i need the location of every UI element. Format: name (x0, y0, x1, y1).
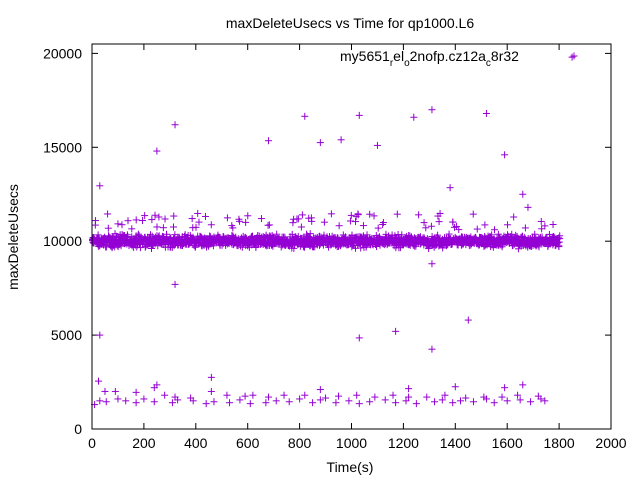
x-tick-label: 1600 (492, 435, 523, 451)
axis-ticks: 0 200 400 600 800 1000 1200 1400 1600 1800 2000050… (43, 44, 627, 451)
y-tick-label: 5000 (51, 327, 82, 343)
data-point (146, 231, 154, 239)
data-point (352, 218, 360, 226)
data-point (494, 230, 502, 238)
data-point (188, 215, 196, 223)
chart-title: maxDeleteUsecs vs Time for qp1000.L6 (226, 15, 474, 31)
data-point (91, 217, 99, 225)
data-point (415, 211, 423, 219)
data-point (290, 244, 298, 252)
x-axis-title: Time(s) (327, 459, 374, 475)
x-tick-label: 0 (88, 435, 96, 451)
data-point (161, 215, 169, 223)
data-point (194, 209, 202, 217)
data-point (422, 224, 430, 232)
data-point (327, 210, 335, 218)
data-point (346, 217, 354, 225)
data-point (94, 231, 102, 239)
data-point (439, 244, 447, 252)
data-point (359, 222, 367, 230)
data-point (207, 221, 215, 229)
y-axis-title: maxDeleteUsecs (5, 184, 21, 290)
data-point (398, 231, 406, 239)
data-point (201, 212, 209, 220)
x-tick-label: 800 (288, 435, 312, 451)
data-point (155, 232, 163, 240)
data-point (132, 216, 140, 224)
data-point (242, 218, 250, 226)
data-point (244, 212, 252, 220)
data-point (379, 219, 387, 227)
data-point (504, 221, 512, 229)
data-point (436, 209, 444, 217)
data-point (420, 219, 428, 227)
data-point (473, 225, 481, 233)
data-point (257, 215, 265, 223)
data-point (124, 217, 132, 225)
y-tick-label: 10000 (43, 233, 82, 249)
x-tick-label: 1000 (336, 435, 367, 451)
data-point (455, 226, 463, 234)
data-point (297, 223, 305, 231)
x-tick-label: 2000 (595, 435, 626, 451)
data-point (151, 211, 159, 219)
data-point (148, 216, 156, 224)
data-point (320, 218, 328, 226)
data-point (294, 215, 302, 223)
data-point (427, 222, 435, 230)
data-point (141, 212, 149, 220)
y-tick-label: 0 (74, 421, 82, 437)
data-point (192, 223, 200, 231)
data-point (147, 245, 155, 253)
data-point (236, 217, 244, 225)
data-point (347, 211, 355, 219)
data-point (393, 210, 401, 218)
data-point (135, 231, 143, 239)
data-point (374, 224, 382, 232)
data-point (104, 224, 112, 232)
data-point (159, 224, 167, 232)
data-point (435, 218, 443, 226)
data-point (362, 243, 370, 251)
data-point (289, 219, 297, 227)
data-point (168, 243, 176, 251)
data-point (170, 212, 178, 220)
data-point (273, 230, 281, 238)
data-point (366, 210, 374, 218)
data-point (118, 221, 126, 229)
data-point (308, 217, 316, 225)
y-tick-label: 15000 (43, 139, 82, 155)
data-point (153, 223, 161, 231)
data-point (298, 211, 306, 219)
x-tick-label: 1800 (544, 435, 575, 451)
data-point (238, 243, 246, 251)
y-tick-label: 20000 (43, 45, 82, 61)
data-point (354, 211, 362, 219)
data-point (481, 221, 489, 229)
data-point (223, 214, 231, 222)
data-point (469, 210, 477, 218)
data-point (265, 221, 273, 229)
x-tick-label: 400 (184, 435, 208, 451)
data-point (510, 213, 518, 221)
data-point (114, 220, 122, 228)
data-point (128, 225, 136, 233)
data-point (229, 224, 237, 232)
data-point (370, 212, 378, 220)
data-point (254, 231, 262, 239)
data-point (508, 230, 516, 238)
scatter-points (88, 53, 576, 409)
x-tick-label: 1200 (388, 435, 419, 451)
data-point (155, 213, 163, 221)
data-point (195, 218, 203, 226)
data-point (335, 222, 343, 230)
data-point (449, 218, 457, 226)
x-tick-label: 1400 (440, 435, 471, 451)
x-tick-label: 600 (236, 435, 260, 451)
data-point (170, 223, 178, 231)
data-point (490, 226, 498, 234)
x-tick-label: 200 (132, 435, 156, 451)
data-point (139, 217, 147, 225)
